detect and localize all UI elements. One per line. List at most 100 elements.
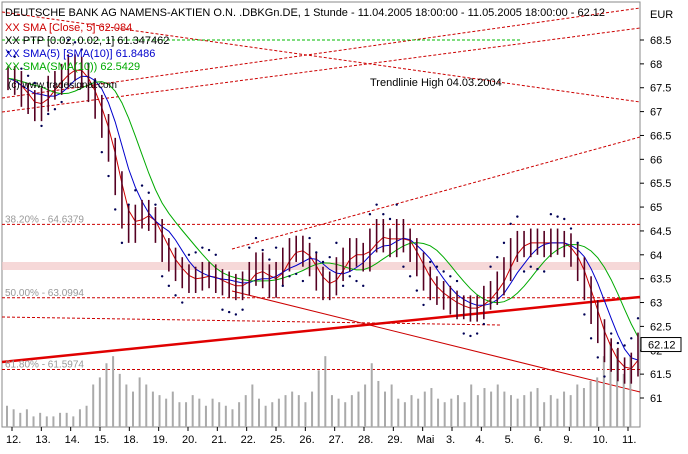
sar-dot (67, 38, 70, 42)
sar-dot (120, 241, 124, 245)
volume-bar (125, 384, 128, 427)
trendline-lower (231, 290, 641, 393)
y-axis: 6161.56262.56363.56464.56565.56666.56767… (640, 35, 671, 405)
volume-bar (211, 398, 214, 427)
y-tick-label: 67.5 (650, 83, 671, 95)
sar-dot (207, 248, 211, 252)
volume-bar (576, 384, 579, 427)
volume-bar (384, 391, 386, 427)
sar-dot (583, 313, 586, 316)
resistance-band (2, 262, 640, 270)
volume-bar (52, 416, 55, 427)
volume-bar (377, 380, 380, 427)
volume-bar (609, 342, 612, 427)
volume-bar (138, 377, 141, 427)
sar-dot (174, 294, 177, 297)
sar-dot (408, 275, 412, 278)
sar-dot (47, 112, 50, 116)
volume-bar (98, 377, 101, 427)
volume-bar (297, 395, 300, 427)
y-tick-label: 68 (650, 59, 662, 71)
currency-label: EUR (650, 9, 673, 21)
volume-bar (330, 395, 333, 427)
trendline-high (1, 11, 641, 103)
sar-dot (341, 284, 345, 288)
y-tick-label: 64.5 (650, 226, 671, 238)
x-tick-label: 25. (270, 434, 285, 446)
volume-bar (165, 398, 168, 427)
volume-bar (151, 391, 154, 427)
volume-bar (105, 363, 108, 427)
volume-bar (516, 398, 519, 427)
sar-dot (13, 55, 16, 58)
sar-dot (475, 332, 479, 335)
sar-dot (589, 337, 593, 340)
sar-dot (496, 255, 499, 259)
volume-bar (423, 391, 426, 427)
volume-bar (483, 388, 486, 427)
sar-dot (147, 191, 150, 194)
sar-dot (455, 279, 459, 283)
sar-dot (107, 174, 110, 178)
volume-bar (264, 405, 267, 427)
parabolic-sar (6, 38, 640, 378)
trendline-main (1, 295, 641, 364)
sar-dot (181, 301, 184, 304)
volume-bar (39, 412, 42, 427)
volume-bar (463, 402, 466, 427)
legend-item-3: XX SMA(SMA(10)) 62.5429 (5, 61, 140, 73)
sar-dot (536, 267, 539, 271)
sar-dot (382, 213, 385, 216)
fib-label-0: 38.20% - 64.6379 (5, 214, 84, 225)
sar-dot (335, 241, 338, 245)
volume-bar (132, 391, 134, 427)
sar-dot (154, 203, 157, 206)
plot-frame (1, 1, 641, 428)
x-tick-label: 10. (593, 434, 608, 446)
sar-dot (368, 213, 372, 216)
sar-dot (194, 251, 197, 254)
trendline-channel-top (1, 7, 641, 99)
fibonacci-labels: 38.20% - 64.6379 50.00% - 63.0994 61.80% -… (5, 214, 84, 370)
volume-bar (390, 384, 393, 427)
volume-bar (185, 402, 188, 427)
sar-dot (616, 341, 620, 345)
sar-dot (241, 308, 244, 311)
sar-dot (636, 317, 640, 320)
y-tick-label: 65.5 (650, 178, 671, 190)
sar-dot (395, 203, 398, 206)
volume-bar (59, 412, 62, 427)
volume-bar (410, 395, 413, 427)
x-tick-label: 19. (153, 434, 168, 446)
volume-bar (171, 391, 174, 427)
sma-smoothed-line (7, 75, 639, 361)
sar-dot (362, 284, 365, 288)
volume-bar (65, 412, 68, 427)
sar-dot (415, 289, 419, 292)
sar-dot (596, 356, 599, 359)
volume-bar (616, 349, 619, 427)
volume-bar (622, 373, 625, 427)
sar-dot (603, 375, 606, 378)
volume-bar (364, 384, 367, 427)
volume-bar (370, 363, 373, 427)
volume-bar (112, 356, 115, 427)
sar-dot (516, 215, 519, 218)
sar-dot (442, 270, 445, 273)
volume-bar (311, 391, 314, 427)
trendlines (1, 7, 641, 393)
sar-dot (93, 79, 97, 82)
sar-dot (469, 334, 472, 338)
volume-bar (218, 402, 221, 427)
volume-bar (543, 402, 546, 427)
volume-bar (523, 395, 526, 427)
trendline-annotation: Trendlinie High 04.03.2004 (370, 77, 502, 89)
volume-bar (19, 412, 22, 427)
volume-bar (291, 391, 294, 427)
sar-dot (429, 260, 432, 264)
sar-dot (355, 279, 358, 283)
sar-dot (388, 217, 392, 221)
volume-bar (251, 384, 254, 427)
